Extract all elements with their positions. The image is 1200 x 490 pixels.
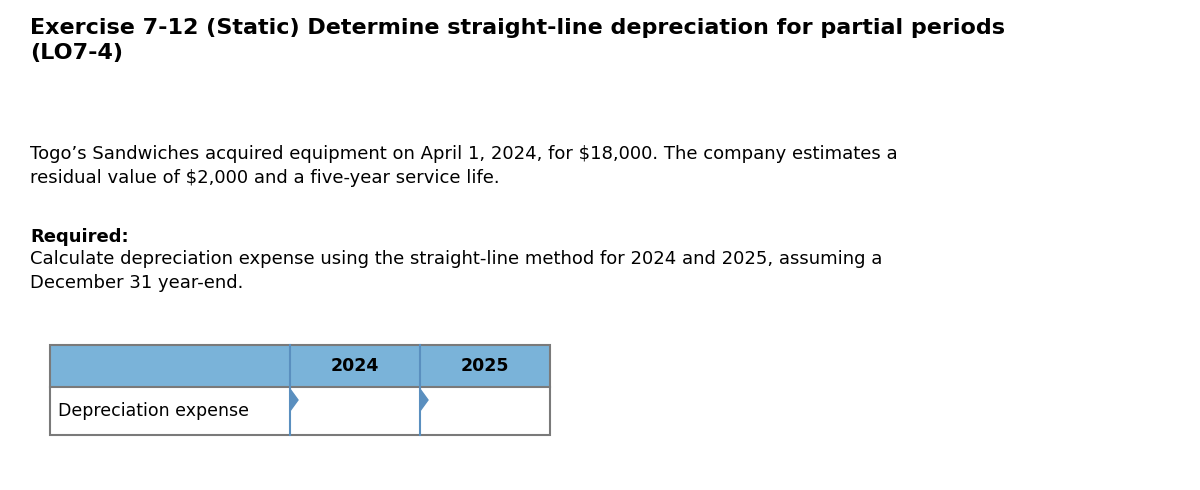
Text: Calculate depreciation expense using the straight-line method for 2024 and 2025,: Calculate depreciation expense using the…: [30, 250, 882, 292]
Text: 2025: 2025: [461, 357, 509, 375]
Text: Exercise 7-12 (Static) Determine straight-line depreciation for partial periods
: Exercise 7-12 (Static) Determine straigh…: [30, 18, 1006, 63]
Text: Togo’s Sandwiches acquired equipment on April 1, 2024, for $18,000. The company : Togo’s Sandwiches acquired equipment on …: [30, 145, 898, 187]
Text: Required:: Required:: [30, 228, 128, 246]
Text: Depreciation expense: Depreciation expense: [58, 402, 250, 420]
Text: 2024: 2024: [331, 357, 379, 375]
